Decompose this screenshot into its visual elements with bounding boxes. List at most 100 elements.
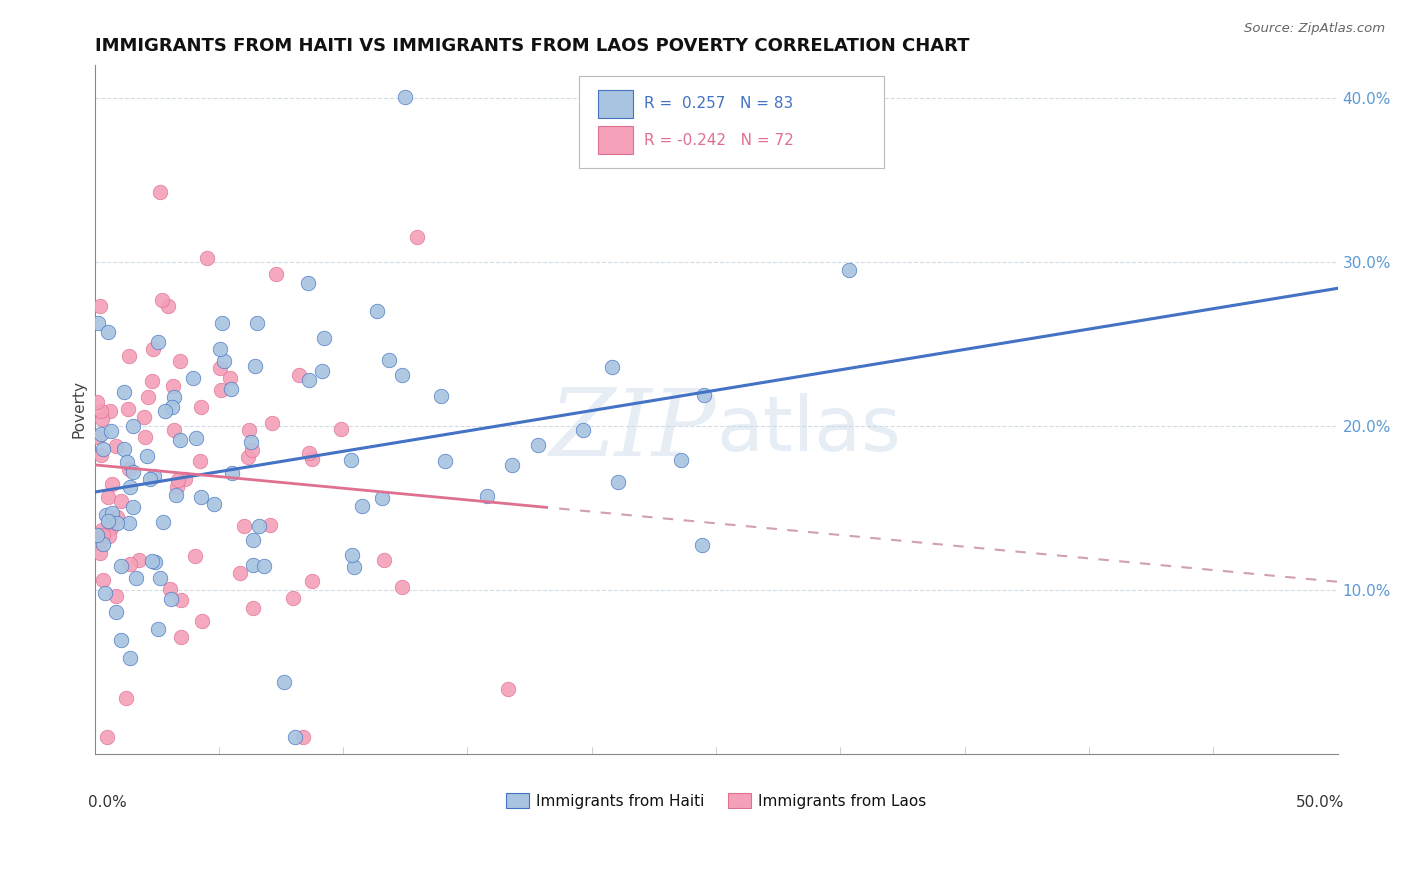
Point (184, 431, 207, 445)
Point (163, 423, 186, 437)
Point (247, 519, 270, 533)
Point (97, 325, 120, 339)
Bar (598, 127, 633, 153)
Point (91, 528, 114, 542)
Point (104, 439, 127, 453)
Point (91, 442, 114, 456)
Point (110, 493, 132, 508)
Point (90, 411, 112, 425)
Point (405, 230, 427, 244)
Point (143, 555, 166, 569)
Point (91, 536, 114, 550)
Point (391, 580, 413, 594)
Point (209, 342, 232, 356)
Point (132, 409, 155, 424)
FancyBboxPatch shape (579, 76, 884, 169)
Point (87, 536, 110, 550)
Point (209, 360, 232, 375)
Point (181, 371, 204, 385)
Point (162, 378, 184, 392)
Point (501, 458, 523, 472)
Point (242, 601, 264, 615)
Point (202, 497, 225, 511)
Point (264, 267, 287, 281)
Point (149, 571, 172, 585)
Point (110, 559, 132, 574)
Point (153, 404, 176, 418)
Point (373, 553, 395, 567)
Point (219, 371, 242, 385)
Point (122, 465, 145, 479)
Point (475, 489, 498, 503)
Point (166, 479, 188, 493)
Point (246, 316, 269, 330)
Point (165, 488, 187, 502)
Point (297, 276, 319, 290)
Point (86, 528, 108, 542)
Point (238, 450, 260, 465)
Point (105, 589, 128, 603)
Point (242, 533, 264, 547)
Point (105, 510, 128, 524)
Point (135, 449, 157, 463)
Point (259, 517, 281, 532)
Point (138, 472, 160, 486)
Text: atlas: atlas (716, 393, 901, 467)
Point (169, 433, 191, 447)
Point (143, 469, 166, 483)
Point (101, 506, 124, 520)
Point (301, 574, 323, 588)
Point (693, 388, 716, 402)
Point (260, 416, 283, 430)
Point (118, 516, 141, 530)
Point (142, 342, 165, 356)
Point (371, 491, 394, 505)
Point (170, 630, 193, 644)
Point (219, 382, 242, 396)
Point (100, 521, 122, 535)
Point (159, 582, 181, 597)
Point (377, 352, 399, 367)
Point (149, 186, 172, 200)
Point (97, 529, 120, 543)
Point (141, 374, 163, 388)
Point (90, 427, 112, 442)
Point (190, 400, 212, 414)
Point (170, 593, 193, 607)
Point (366, 304, 388, 318)
Point (209, 383, 232, 397)
Point (607, 475, 630, 489)
Point (281, 591, 304, 605)
Point (90, 404, 112, 418)
Point (100, 424, 122, 438)
Point (190, 614, 212, 628)
Point (242, 443, 264, 458)
Point (89, 546, 111, 560)
Point (105, 605, 128, 619)
Point (112, 442, 135, 456)
Point (312, 331, 335, 345)
Point (212, 354, 235, 368)
Point (838, 263, 860, 277)
Point (692, 538, 714, 552)
Text: 50.0%: 50.0% (1295, 795, 1344, 810)
Point (239, 435, 262, 450)
Point (340, 453, 363, 467)
Point (343, 559, 366, 574)
Point (433, 454, 456, 468)
Point (97, 490, 120, 504)
Point (391, 368, 413, 382)
Point (89, 299, 111, 313)
Point (160, 401, 183, 415)
Point (340, 548, 363, 562)
Point (121, 500, 143, 515)
Point (496, 681, 519, 696)
Point (292, 730, 315, 744)
Text: IMMIGRANTS FROM HAITI VS IMMIGRANTS FROM LAOS POVERTY CORRELATION CHART: IMMIGRANTS FROM HAITI VS IMMIGRANTS FROM… (94, 37, 969, 55)
Text: 0.0%: 0.0% (89, 795, 127, 810)
Point (125, 571, 148, 585)
Text: R =  0.257   N = 83: R = 0.257 N = 83 (644, 96, 793, 112)
Text: ZIP: ZIP (550, 385, 716, 475)
Point (90, 524, 112, 538)
Point (160, 592, 183, 607)
